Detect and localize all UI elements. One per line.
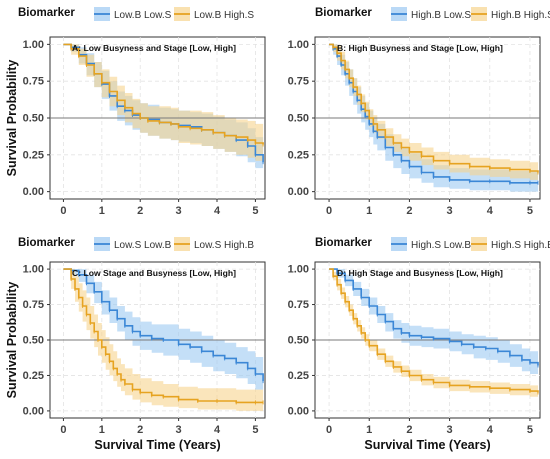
panel-title: D: High Stage and Busyness [Low, High] [337,268,503,278]
x-tick-label: 0 [326,424,332,436]
x-axis-title: Survival Time (Years) [364,438,490,452]
y-axis-title: Survival Probability [5,282,19,399]
x-tick-label: 4 [487,424,494,436]
x-tick-label: 3 [176,205,182,217]
y-tick-label: 0.00 [23,405,44,417]
y-tick-label: 0.00 [23,186,44,198]
panel-3: C: Low Stage and Busyness [Low, High] 0.0… [5,237,266,452]
y-tick-label: 0.75 [23,76,44,88]
x-tick-label: 1 [99,205,105,217]
x-tick-label: 0 [326,205,332,217]
x-tick-label: 5 [252,205,258,217]
panel-2: B: High Busyness and Stage [Low, High] 0.… [288,7,550,217]
y-tick-label: 0.50 [288,335,309,347]
x-tick-label: 3 [176,424,182,436]
survival-curve-1 [63,268,264,382]
legend: Biomarker Low.S Low.B Low.S High.B [18,237,254,251]
y-tick-label: 0.50 [23,335,44,347]
legend-label-2: High.B High.S [491,10,550,21]
legend: Biomarker Low.B Low.S Low.B High.S [18,7,254,21]
y-tick-label: 1.00 [288,264,309,276]
y-tick-label: 0.75 [288,299,309,311]
y-tick-label: 0.50 [23,113,44,125]
y-tick-label: 1.00 [23,264,44,276]
panel-1: A: Low Busyness and Stage [Low, High] 0.0… [5,7,266,217]
confidence-band-2 [329,44,538,182]
panel-title: A: Low Busyness and Stage [Low, High] [72,43,236,53]
panel-title: B: High Busyness and Stage [Low, High] [337,43,503,53]
x-tick-label: 4 [487,205,494,217]
y-tick-label: 0.25 [288,370,309,382]
legend-label-1: High.S Low.B [411,240,471,251]
confidence-band-2 [329,269,538,399]
panel-title: C: Low Stage and Busyness [Low, High] [72,268,236,278]
legend: Biomarker High.B Low.S High.B High.S [315,7,550,21]
panel-4: D: High Stage and Busyness [Low, High] 0.… [288,237,550,452]
legend-label-2: Low.B High.S [194,10,254,21]
x-tick-label: 1 [366,424,372,436]
legend-label-1: Low.S Low.B [114,240,172,251]
x-tick-label: 0 [60,205,66,217]
confidence-band-2 [63,269,264,411]
y-tick-label: 0.00 [288,405,309,417]
x-tick-label: 5 [527,424,533,436]
x-tick-label: 5 [527,205,533,217]
legend-title: Biomarker [315,7,372,19]
x-tick-label: 2 [406,205,412,217]
x-tick-label: 5 [252,424,258,436]
legend-label-1: High.B Low.S [411,10,471,21]
legend-label-2: Low.S High.B [194,240,254,251]
y-tick-label: 1.00 [288,39,309,51]
y-tick-label: 0.75 [23,299,44,311]
x-tick-label: 4 [214,424,221,436]
survival-curve-2 [329,268,539,393]
y-tick-label: 0.75 [288,76,309,88]
x-tick-label: 1 [99,424,105,436]
legend-title: Biomarker [18,7,75,19]
y-tick-label: 0.25 [23,149,44,161]
legend-label-1: Low.B Low.S [114,10,172,21]
x-tick-label: 0 [60,424,66,436]
x-axis-title: Survival Time (Years) [94,438,220,452]
legend-label-2: High.S High.B [491,240,550,251]
y-tick-label: 0.25 [23,370,44,382]
x-tick-label: 2 [406,424,412,436]
x-tick-label: 2 [137,205,143,217]
y-tick-label: 1.00 [23,39,44,51]
confidence-band-1 [63,269,264,396]
legend: Biomarker High.S Low.B High.S High.B [315,237,550,251]
y-tick-label: 0.50 [288,113,309,125]
x-tick-label: 3 [447,424,453,436]
x-tick-label: 1 [366,205,372,217]
y-tick-label: 0.25 [288,149,309,161]
x-tick-label: 4 [214,205,221,217]
y-axis-title: Survival Probability [5,60,19,177]
y-tick-label: 0.00 [288,186,309,198]
x-tick-label: 3 [447,205,453,217]
legend-title: Biomarker [315,237,372,249]
legend-title: Biomarker [18,237,75,249]
x-tick-label: 2 [137,424,143,436]
